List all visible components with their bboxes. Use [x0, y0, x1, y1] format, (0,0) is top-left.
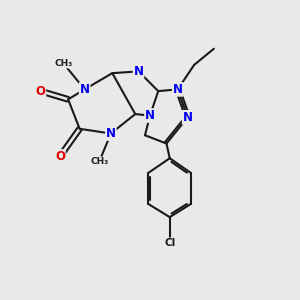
Text: N: N	[106, 127, 116, 140]
Text: N: N	[183, 111, 193, 124]
Text: CH₃: CH₃	[54, 59, 73, 68]
Text: O: O	[55, 150, 65, 163]
Text: N: N	[80, 83, 90, 96]
Text: N: N	[134, 65, 143, 78]
Text: Cl: Cl	[164, 238, 176, 248]
Text: N: N	[145, 109, 155, 122]
Text: O: O	[35, 85, 46, 98]
Text: N: N	[173, 83, 183, 96]
Text: CH₃: CH₃	[90, 157, 109, 166]
